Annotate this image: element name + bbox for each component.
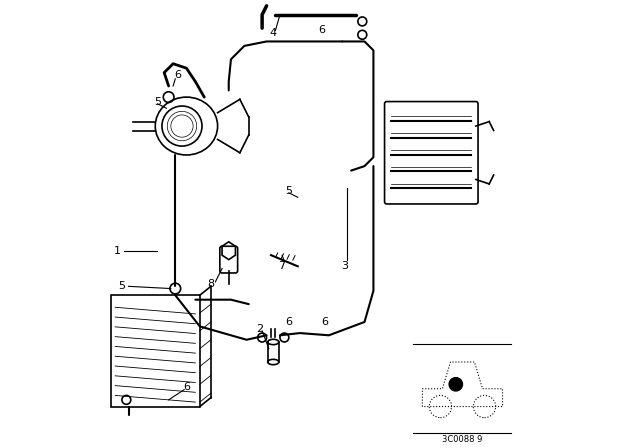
Text: 5: 5 xyxy=(154,97,161,107)
Text: 1: 1 xyxy=(114,246,121,256)
Bar xyxy=(111,295,200,406)
Text: 6: 6 xyxy=(183,382,190,392)
Text: 8: 8 xyxy=(207,279,214,289)
Text: 5: 5 xyxy=(118,281,125,291)
Text: 7: 7 xyxy=(278,261,285,271)
Text: 6: 6 xyxy=(319,26,326,35)
Text: 6: 6 xyxy=(285,317,292,327)
Text: 6: 6 xyxy=(321,317,328,327)
Text: 6: 6 xyxy=(174,70,181,80)
Text: 3C0088 9: 3C0088 9 xyxy=(442,435,483,444)
Text: 3: 3 xyxy=(341,261,348,271)
Text: 4: 4 xyxy=(269,28,277,39)
Circle shape xyxy=(449,378,463,391)
Text: 2: 2 xyxy=(257,323,264,334)
Text: 5: 5 xyxy=(285,185,292,196)
